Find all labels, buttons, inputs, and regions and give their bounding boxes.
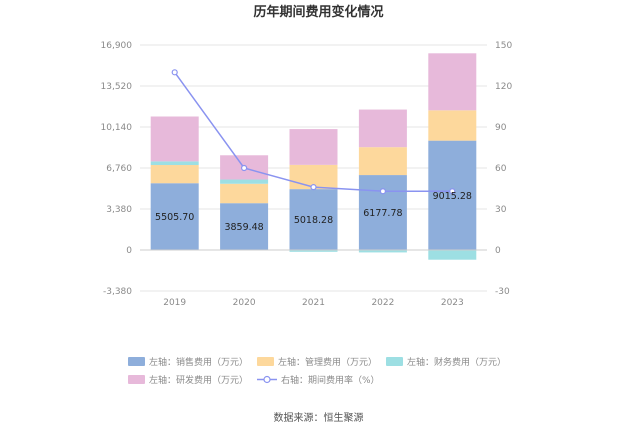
x-tick-label: 2019 bbox=[163, 298, 186, 308]
bars bbox=[150, 53, 477, 260]
x-tick-label: 2020 bbox=[233, 298, 256, 308]
left-tick-label: -3,380 bbox=[103, 287, 132, 297]
data-label: 6177.78 bbox=[363, 208, 402, 219]
right-tick-label: 0 bbox=[495, 246, 501, 256]
x-tick-label: 2022 bbox=[371, 298, 394, 308]
line-point bbox=[310, 184, 317, 191]
right-tick-label: 120 bbox=[495, 82, 512, 92]
legend-swatch-admin bbox=[257, 356, 274, 366]
bar-segment bbox=[358, 250, 407, 253]
bar-segment bbox=[289, 129, 338, 165]
legend-label-sales: 左轴：销售费用（万元） bbox=[149, 357, 249, 368]
left-tick-label: 13,520 bbox=[101, 82, 133, 92]
legend-item-finance[interactable]: 左轴：财务费用（万元） bbox=[386, 355, 515, 368]
bar-segment bbox=[220, 179, 269, 184]
bar-segment bbox=[358, 175, 407, 250]
legend-item-admin[interactable]: 左轴：管理费用（万元） bbox=[257, 355, 386, 368]
line-point bbox=[379, 188, 386, 195]
expense-rate-line bbox=[171, 69, 456, 195]
legend-label-rnd: 左轴：研发费用（万元） bbox=[149, 375, 249, 386]
bar-segment bbox=[428, 110, 477, 141]
bar-segment bbox=[428, 140, 477, 250]
axes: -3,380 -30 0 0 3,380 30 6,760 60 10,140 90 13,520 1… bbox=[101, 41, 513, 308]
legend-row-1: 左轴：销售费用（万元） 左轴：管理费用（万元） 左轴：财务费用（万元） bbox=[128, 352, 528, 370]
legend: 左轴：销售费用（万元） 左轴：管理费用（万元） 左轴：财务费用（万元） 左轴：研… bbox=[128, 352, 528, 388]
legend-item-rnd[interactable]: 左轴：研发费用（万元） bbox=[128, 373, 257, 386]
right-tick-label: 150 bbox=[495, 41, 512, 51]
line-point bbox=[241, 164, 248, 172]
right-tick-label: 60 bbox=[495, 164, 507, 174]
legend-swatch-rnd bbox=[128, 374, 145, 384]
legend-swatch-finance bbox=[386, 356, 403, 366]
line-point bbox=[449, 188, 456, 195]
bar-segment bbox=[289, 189, 338, 250]
source-note: 数据来源：恒生聚源 bbox=[273, 413, 364, 424]
x-tick-label: 2021 bbox=[302, 298, 325, 308]
left-tick-label: 6,760 bbox=[106, 164, 132, 174]
x-tick-label: 2023 bbox=[441, 298, 464, 308]
legend-label-finance: 左轴：财务费用（万元） bbox=[407, 357, 507, 368]
data-label: 3859.48 bbox=[224, 222, 263, 233]
chart-title: 历年期间费用变化情况 bbox=[253, 4, 383, 20]
data-labels: 5505.70 3859.48 5018.28 6177.78 9015.28 bbox=[155, 191, 472, 233]
line-point bbox=[171, 69, 178, 76]
legend-swatch-sales bbox=[128, 356, 145, 366]
data-label: 5505.70 bbox=[155, 212, 194, 223]
right-tick-label: -30 bbox=[495, 287, 510, 297]
left-tick-label: 16,900 bbox=[101, 41, 133, 51]
bar-segment bbox=[150, 161, 199, 166]
bar-segment bbox=[358, 147, 407, 176]
right-tick-label: 30 bbox=[495, 205, 507, 215]
legend-label-rate: 右轴：期间费用率（%） bbox=[281, 375, 380, 386]
bar-segment bbox=[220, 203, 269, 250]
left-tick-label: 10,140 bbox=[101, 123, 133, 133]
legend-item-rate[interactable]: 右轴：期间费用率（%） bbox=[257, 373, 386, 386]
right-tick-label: 90 bbox=[495, 123, 507, 133]
legend-swatch-rate bbox=[257, 375, 277, 383]
bar-segment bbox=[220, 183, 269, 204]
bar-segment bbox=[428, 250, 477, 260]
bar-segment bbox=[150, 116, 199, 162]
bar-segment bbox=[150, 165, 199, 184]
legend-label-admin: 左轴：管理费用（万元） bbox=[278, 357, 378, 368]
data-label: 5018.28 bbox=[294, 215, 333, 226]
bar-segment bbox=[289, 250, 338, 252]
legend-row-2: 左轴：研发费用（万元） 右轴：期间费用率（%） bbox=[128, 370, 528, 388]
bar-segment bbox=[358, 109, 407, 148]
data-label: 9015.28 bbox=[433, 191, 472, 202]
bar-segment bbox=[150, 183, 199, 250]
left-tick-label: 0 bbox=[126, 246, 132, 256]
legend-item-sales[interactable]: 左轴：销售费用（万元） bbox=[128, 355, 257, 368]
bar-segment bbox=[428, 53, 477, 111]
left-tick-label: 3,380 bbox=[106, 205, 132, 215]
